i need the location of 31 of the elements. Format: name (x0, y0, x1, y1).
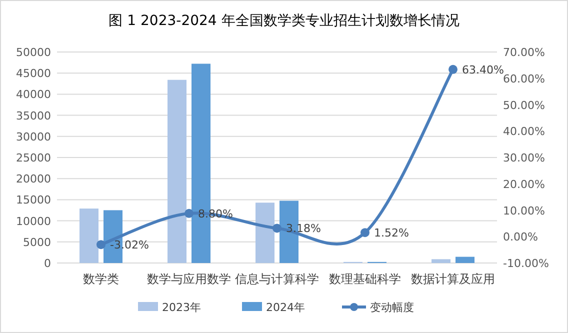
y-tick-label: 0 (44, 257, 51, 270)
legend-label: 变动幅度 (370, 301, 414, 314)
x-tick-label: 数学与应用数学 (147, 272, 231, 286)
x-tick-label: 数理基础科学 (329, 272, 401, 286)
x-tick-label: 数据计算及应用 (411, 272, 495, 286)
data-label: 1.52% (374, 226, 409, 240)
y2-tick-label: 0.00% (503, 230, 538, 244)
legend-label: 2023年 (162, 301, 201, 314)
y-tick-label: 35000 (16, 109, 51, 122)
x-tick-label: 信息与计算科学 (235, 272, 319, 286)
y-tick-label: 40000 (16, 88, 51, 102)
y-tick-label: 25000 (16, 152, 51, 164)
y-tick-label: 10000 (16, 214, 51, 228)
y-tick-label: 30000 (16, 130, 51, 144)
y2-tick-label: -10.00% (503, 257, 549, 270)
y-tick-label: 20000 (16, 172, 51, 186)
legend-label: 2024年 (266, 301, 305, 314)
y-tick-label: 15000 (16, 194, 51, 207)
y2-tick-label: 50.00% (503, 98, 545, 112)
y-tick-label: 50000 (16, 46, 51, 59)
data-label: 63.40% (462, 63, 504, 76)
y2-tick-label: 30.00% (503, 152, 545, 164)
y-tick-label: 5000 (23, 236, 51, 249)
y2-tick-label: 70.00% (503, 46, 545, 59)
y2-tick-label: 40.00% (503, 125, 545, 138)
y2-tick-label: 60.00% (503, 72, 545, 86)
y2-tick-label: 20.00% (503, 178, 545, 191)
y-tick-label: 45000 (16, 67, 51, 80)
x-tick-label: 数学类 (83, 272, 119, 286)
chart-title: 图 1 2023-2024 年全国数学类专业招生计划数增长情况 (108, 13, 460, 29)
y2-tick-label: 10.00% (503, 204, 545, 218)
